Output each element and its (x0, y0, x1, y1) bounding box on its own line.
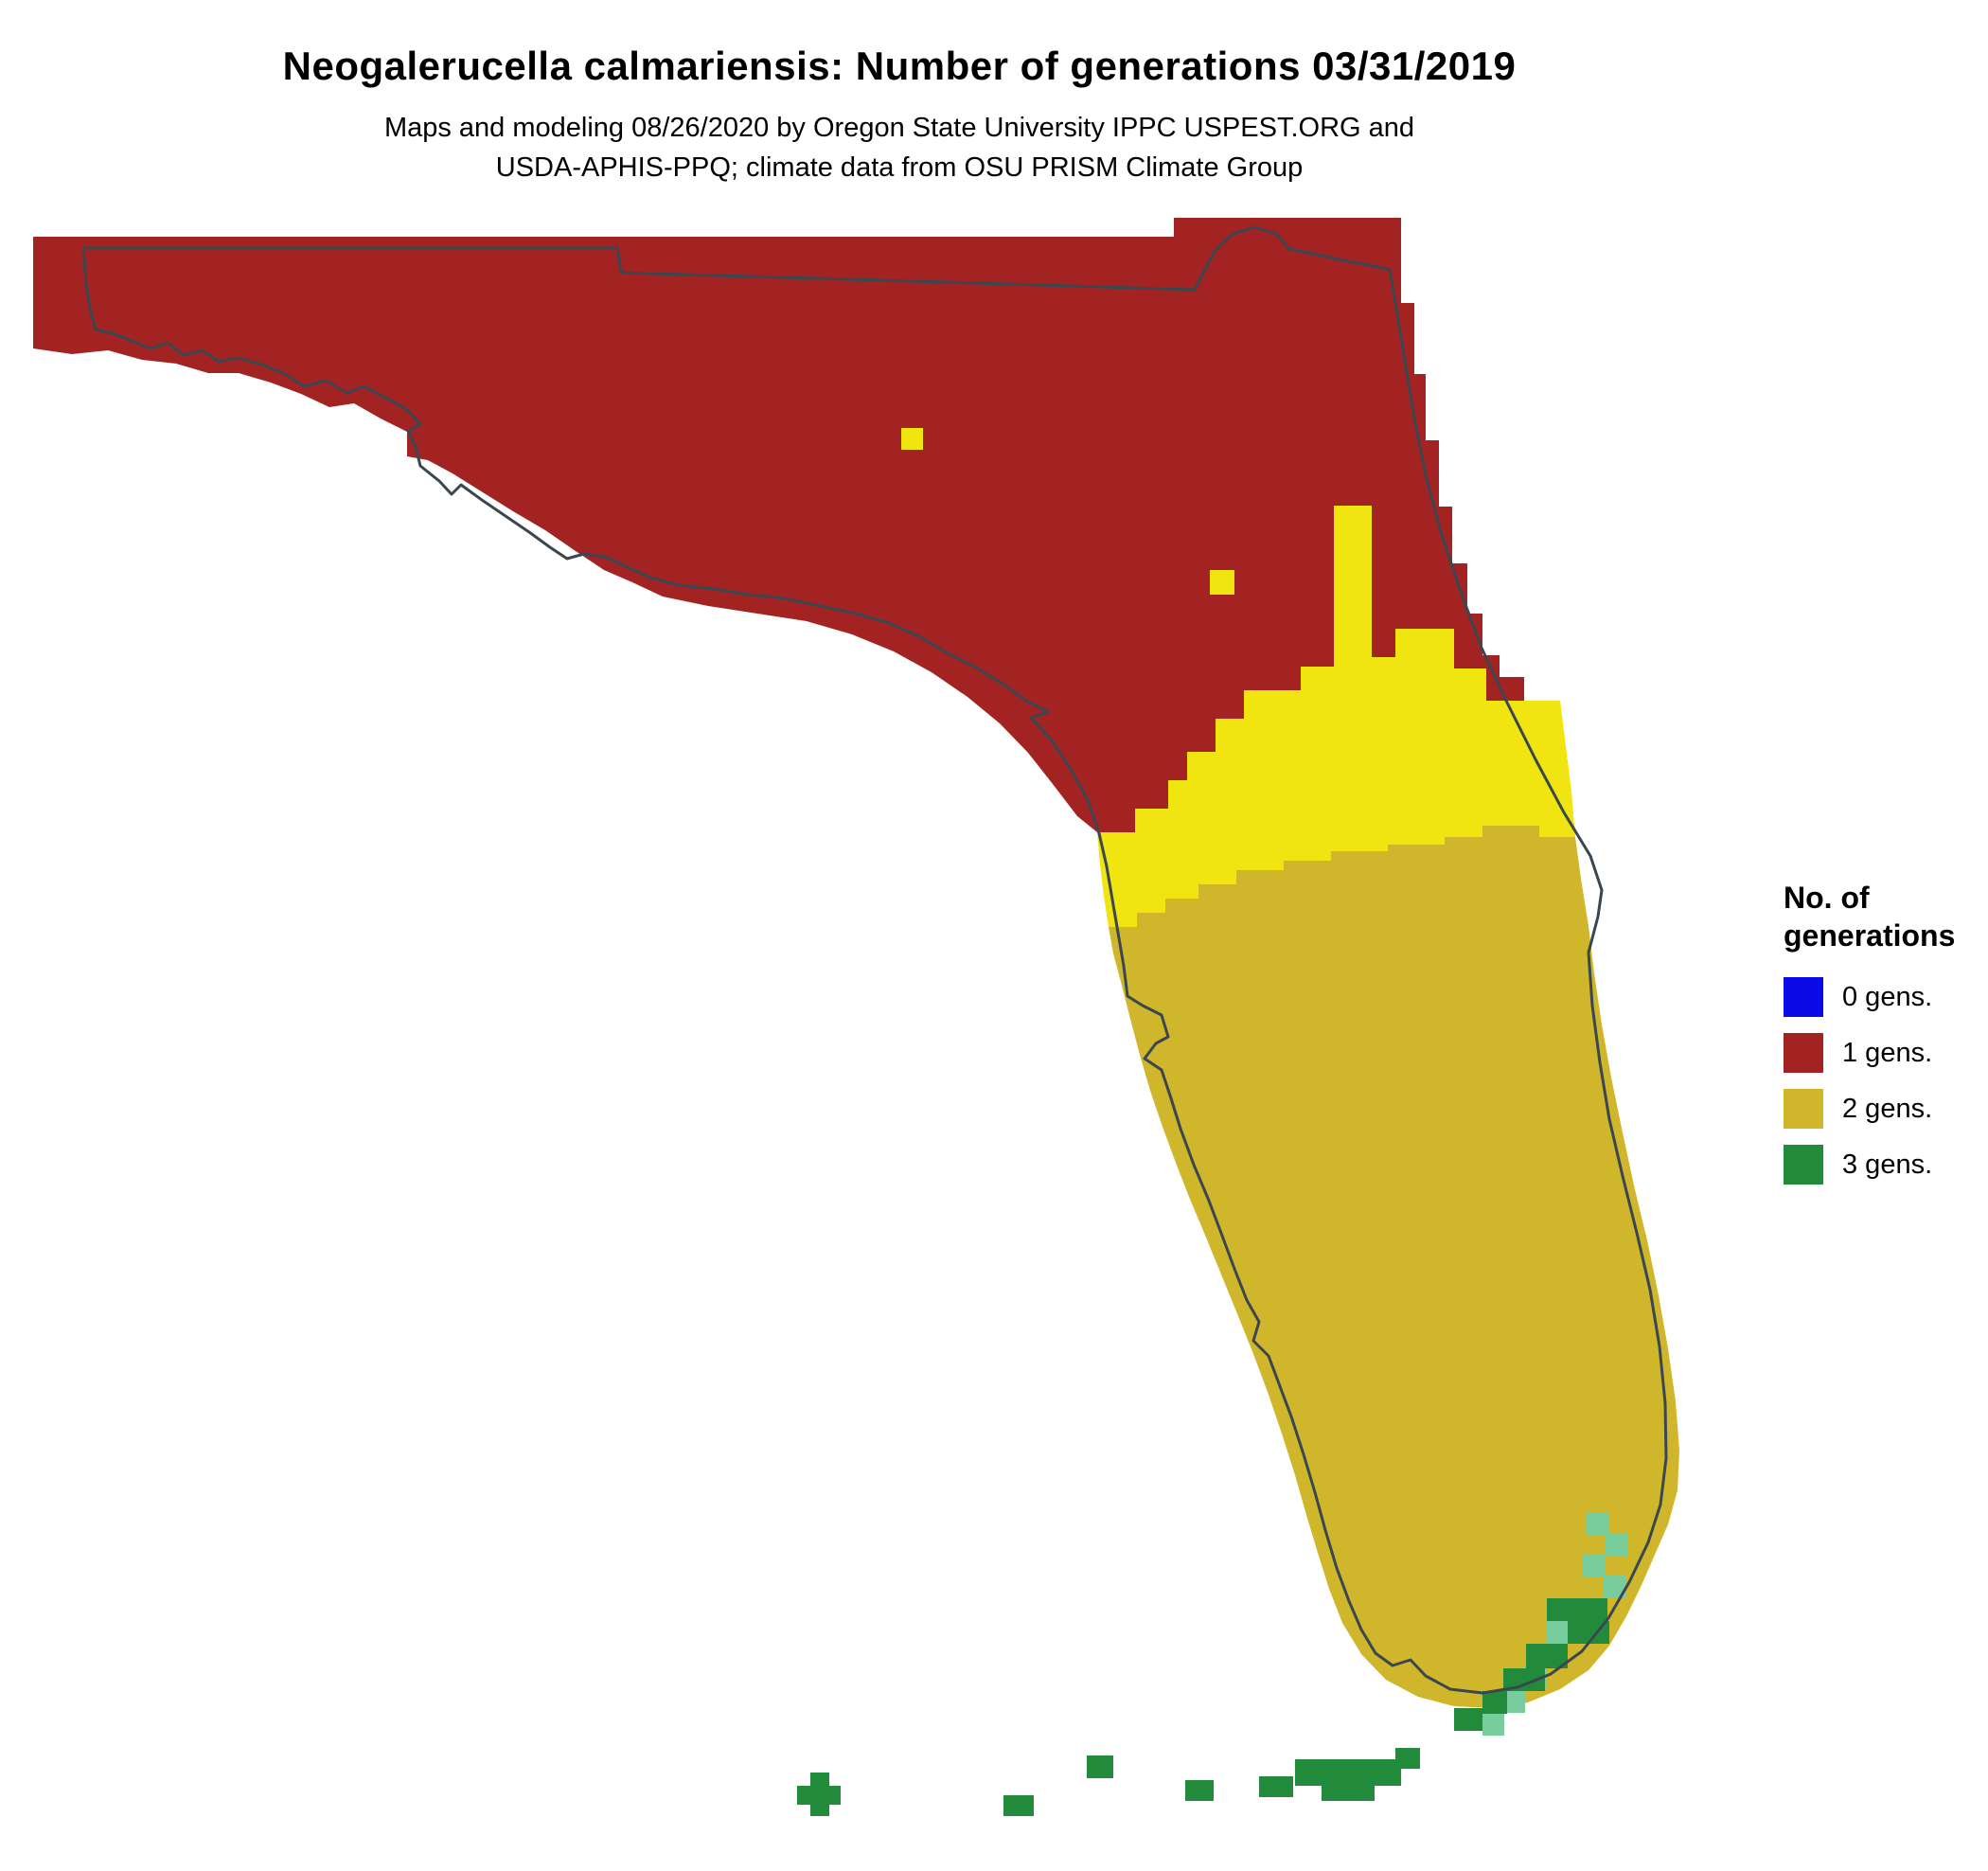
legend-swatch-color-1-gens (1784, 1033, 1823, 1073)
legend-swatch-color-3-gens (1784, 1145, 1823, 1185)
legend-title-line1: No. of (1784, 881, 1870, 915)
lightgreen-cell (1604, 1576, 1625, 1597)
legend-label-3-gens: 3 gens. (1842, 1149, 1933, 1180)
legend-swatch-0-gens (1784, 977, 1823, 1017)
region-1-gen (33, 218, 1560, 832)
map-subtitle-line1: Maps and modeling 08/26/2020 by Oregon S… (383, 113, 1415, 143)
lightgreen-cell (1482, 1714, 1504, 1736)
legend-title-line2: generations (1784, 918, 1956, 953)
legend-swatch-1-gens (1784, 1033, 1823, 1073)
legend-label-0-gens: 0 gens. (1842, 981, 1933, 1012)
lightgreen-cell (1547, 1621, 1569, 1644)
legend-swatch-2-gens (1784, 1089, 1823, 1129)
legend-label-1-gens: 1 gens. (1842, 1037, 1933, 1068)
green-cell (1547, 1598, 1607, 1621)
green-cell (810, 1773, 829, 1816)
transition-yellow-band (1097, 506, 1575, 927)
green-cell (1087, 1755, 1113, 1778)
legend-title: No. of generations (1784, 879, 1984, 954)
legend-item-0-gens: 0 gens. (1784, 977, 1984, 1017)
region-transition-yellow (901, 428, 1575, 927)
transition-yellow-cell (901, 428, 923, 450)
map-subtitle: Maps and modeling 08/26/2020 by Oregon S… (0, 108, 1799, 187)
legend-item-2-gens: 2 gens. (1784, 1089, 1984, 1129)
lightgreen-cell (1587, 1513, 1608, 1535)
lightgreen-cell (1583, 1555, 1605, 1577)
legend-swatch-color-0-gens (1784, 977, 1823, 1017)
legend-label-2-gens: 2 gens. (1842, 1093, 1933, 1124)
map-legend: No. of generations 0 gens. 1 gens. (1784, 879, 1984, 1185)
green-cell (1322, 1784, 1375, 1801)
green-cell (1295, 1759, 1401, 1786)
green-cell (1454, 1708, 1482, 1731)
green-cell (1259, 1776, 1293, 1797)
green-cell (1185, 1780, 1214, 1801)
map-subtitle-line2: USDA-APHIS-PPQ; climate data from OSU PR… (495, 152, 1304, 184)
legend-swatch-color-2-gens (1784, 1089, 1823, 1129)
map-title: Neogalerucella calmariensis: Number of g… (282, 44, 1517, 88)
map-header: Neogalerucella calmariensis: Number of g… (0, 44, 1799, 187)
florida-state-outline (81, 225, 1668, 1695)
legend-item-1-gens: 1 gens. (1784, 1033, 1984, 1073)
lightgreen-cell (1503, 1691, 1525, 1713)
legend-items: 0 gens. 1 gens. 2 gens. 3 gens. (1784, 977, 1984, 1185)
green-cell (1003, 1795, 1034, 1816)
region-3-gen (797, 1598, 1609, 1816)
transition-yellow-cell (1210, 570, 1234, 595)
green-cell (1526, 1644, 1568, 1668)
legend-swatch-3-gens (1784, 1145, 1823, 1185)
legend-item-3-gens: 3 gens. (1784, 1145, 1984, 1185)
lightgreen-cell (1606, 1534, 1627, 1556)
region-2-gen (1109, 826, 1679, 1708)
green-cell (1482, 1691, 1507, 1714)
green-cell (1395, 1748, 1420, 1769)
